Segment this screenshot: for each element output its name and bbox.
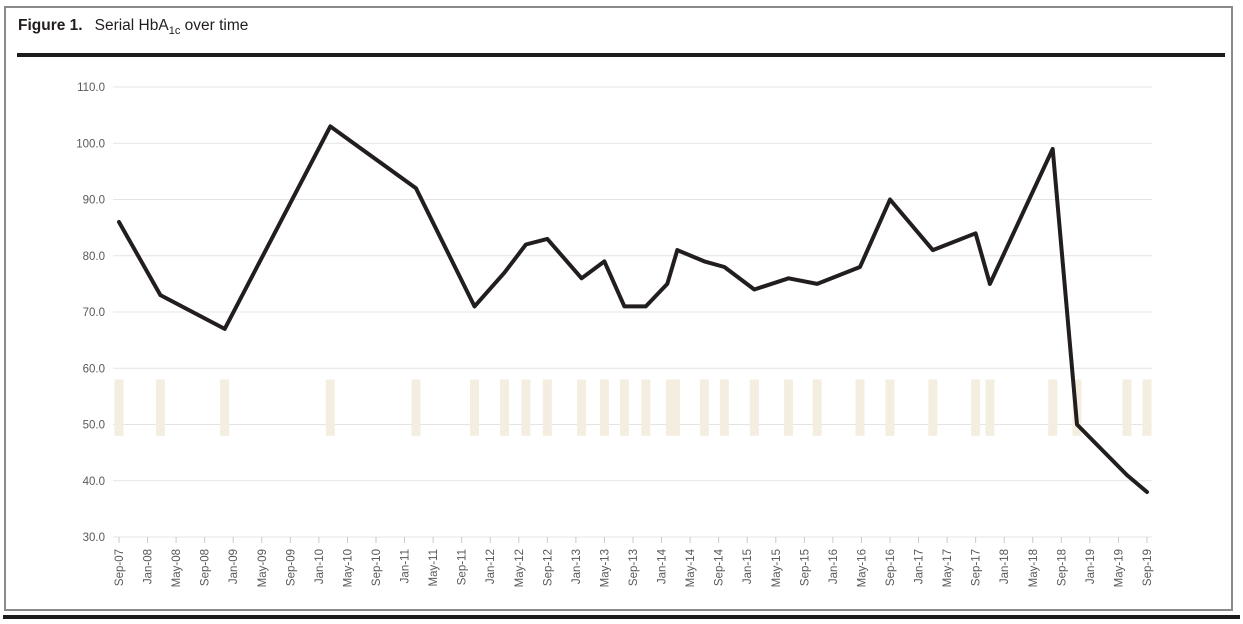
x-axis-tick-label: May-17	[942, 549, 954, 587]
figure-title-text: Serial HbA1c over time	[94, 17, 249, 38]
y-axis-tick-label: 40.0	[83, 476, 105, 488]
x-axis-tick-label: May-14	[685, 548, 697, 587]
x-axis-tick-label: Sep-12	[542, 549, 554, 586]
hba1c-line-chart: 110.0 100.0 90.0 80.0 70.0 60.0 50.0 40.0 30.0 Se…	[76, 82, 1154, 587]
y-axis-tick-label: 60.0	[83, 363, 105, 375]
measurement-marker-bar	[470, 379, 480, 436]
x-axis-tick-label: Sep-11	[457, 549, 469, 585]
x-axis-tick-label: May-11	[428, 549, 440, 587]
y-axis-tick-label: 100.0	[76, 138, 105, 150]
measurement-marker-bar	[985, 379, 995, 436]
x-axis-tick-label: Sep-18	[1056, 549, 1068, 586]
title-prefix: Serial HbA	[94, 17, 169, 34]
x-axis-tick-label: Jan-15	[742, 549, 754, 584]
measurement-marker-bar	[855, 379, 865, 436]
measurement-marker-bar	[325, 379, 335, 436]
y-axis-tick-label: 90.0	[83, 195, 105, 207]
x-axis-tick-label: Jan-14	[657, 548, 669, 584]
x-axis-tick-label: Sep-19	[1142, 549, 1154, 586]
x-axis-tick-label: Jan-08	[143, 549, 155, 584]
title-suffix: over time	[180, 17, 249, 34]
bottom-divider-rule	[3, 615, 1240, 619]
x-axis-tick-label: Jan-17	[914, 549, 926, 584]
measurement-marker-bar	[499, 379, 509, 436]
x-axis-tick-label: Jan-11	[400, 549, 412, 583]
measurement-marker-bar	[1142, 379, 1152, 436]
measurement-marker-bar	[619, 379, 629, 436]
measurement-marker-bar	[155, 379, 165, 436]
x-axis-tick-label: Jan-09	[228, 549, 240, 584]
figure-label: Figure 1.	[18, 17, 83, 34]
x-axis-tick-label: Jan-13	[571, 549, 583, 584]
x-axis-tick-label: May-13	[599, 549, 611, 587]
measurement-marker-bar	[114, 379, 124, 436]
measurement-marker-bar	[784, 379, 794, 436]
x-axis-tick-label: May-08	[171, 549, 183, 587]
measurement-marker-bar	[1048, 379, 1058, 436]
hba1c-series-line	[117, 124, 1149, 494]
figure-border-box	[4, 6, 1233, 611]
x-axis-tick-label: Sep-17	[971, 549, 983, 586]
measurement-marker-bar	[1122, 379, 1132, 436]
x-axis-tick-label: Sep-10	[371, 549, 383, 586]
measurement-marker-bar	[719, 379, 729, 436]
measurement-marker-bar	[411, 379, 421, 436]
x-axis-tick-label: Sep-16	[885, 549, 897, 586]
measurement-marker-bar	[641, 379, 651, 436]
x-axis-tick-label: Jan-16	[828, 549, 840, 584]
x-axis-tick-label: Sep-14	[714, 548, 726, 586]
x-axis-tick-label: Sep-13	[628, 549, 640, 586]
y-axis-tick-label: 70.0	[83, 307, 105, 319]
x-axis-tick-label: May-09	[257, 549, 269, 587]
measurement-marker-bar	[928, 379, 938, 436]
x-axis-tick-label: Sep-09	[285, 549, 297, 586]
title-subscript: 1c	[168, 25, 181, 38]
measurement-marker-bar	[971, 379, 981, 436]
measurement-marker-bar	[665, 379, 680, 436]
x-axis-tick-label: May-16	[856, 549, 868, 587]
measurement-marker-bar	[542, 379, 552, 436]
x-axis-tick-label: Jan-19	[1085, 549, 1097, 584]
measurement-marker-bar	[220, 379, 230, 436]
measurement-marker-bar	[812, 379, 822, 436]
x-axis-tick-label: Jan-18	[999, 549, 1011, 584]
measurement-marker-bar	[577, 379, 587, 436]
y-axis-tick-label: 80.0	[83, 251, 105, 263]
measurement-marker-bar	[749, 379, 759, 436]
x-axis-tick-label: May-12	[514, 549, 526, 587]
x-axis-tick-label: May-15	[771, 549, 783, 587]
x-axis-tick-label: May-10	[342, 549, 354, 587]
measurement-marker-bar	[699, 379, 709, 436]
x-axis-tick-label: May-18	[1028, 549, 1040, 587]
x-axis-tick-label: Sep-07	[114, 549, 126, 586]
x-axis-tick-label: Jan-12	[485, 549, 497, 584]
title-divider-rule	[17, 53, 1225, 57]
measurement-marker-bar	[521, 379, 531, 436]
y-axis-tick-label: 110.0	[77, 82, 105, 94]
y-axis-tick-label: 30.0	[83, 532, 105, 544]
x-axis-tick-label: Sep-15	[799, 549, 811, 586]
figure-title: Figure 1. Serial HbA1c over time	[18, 17, 249, 38]
x-axis-tick-label: May-19	[1113, 549, 1125, 587]
y-axis-tick-label: 50.0	[83, 420, 105, 432]
x-axis-tick-label: Jan-10	[314, 549, 326, 584]
x-axis-tick-label: Sep-08	[200, 549, 212, 586]
measurement-marker-bar	[885, 379, 895, 436]
measurement-marker-bar	[599, 379, 609, 436]
